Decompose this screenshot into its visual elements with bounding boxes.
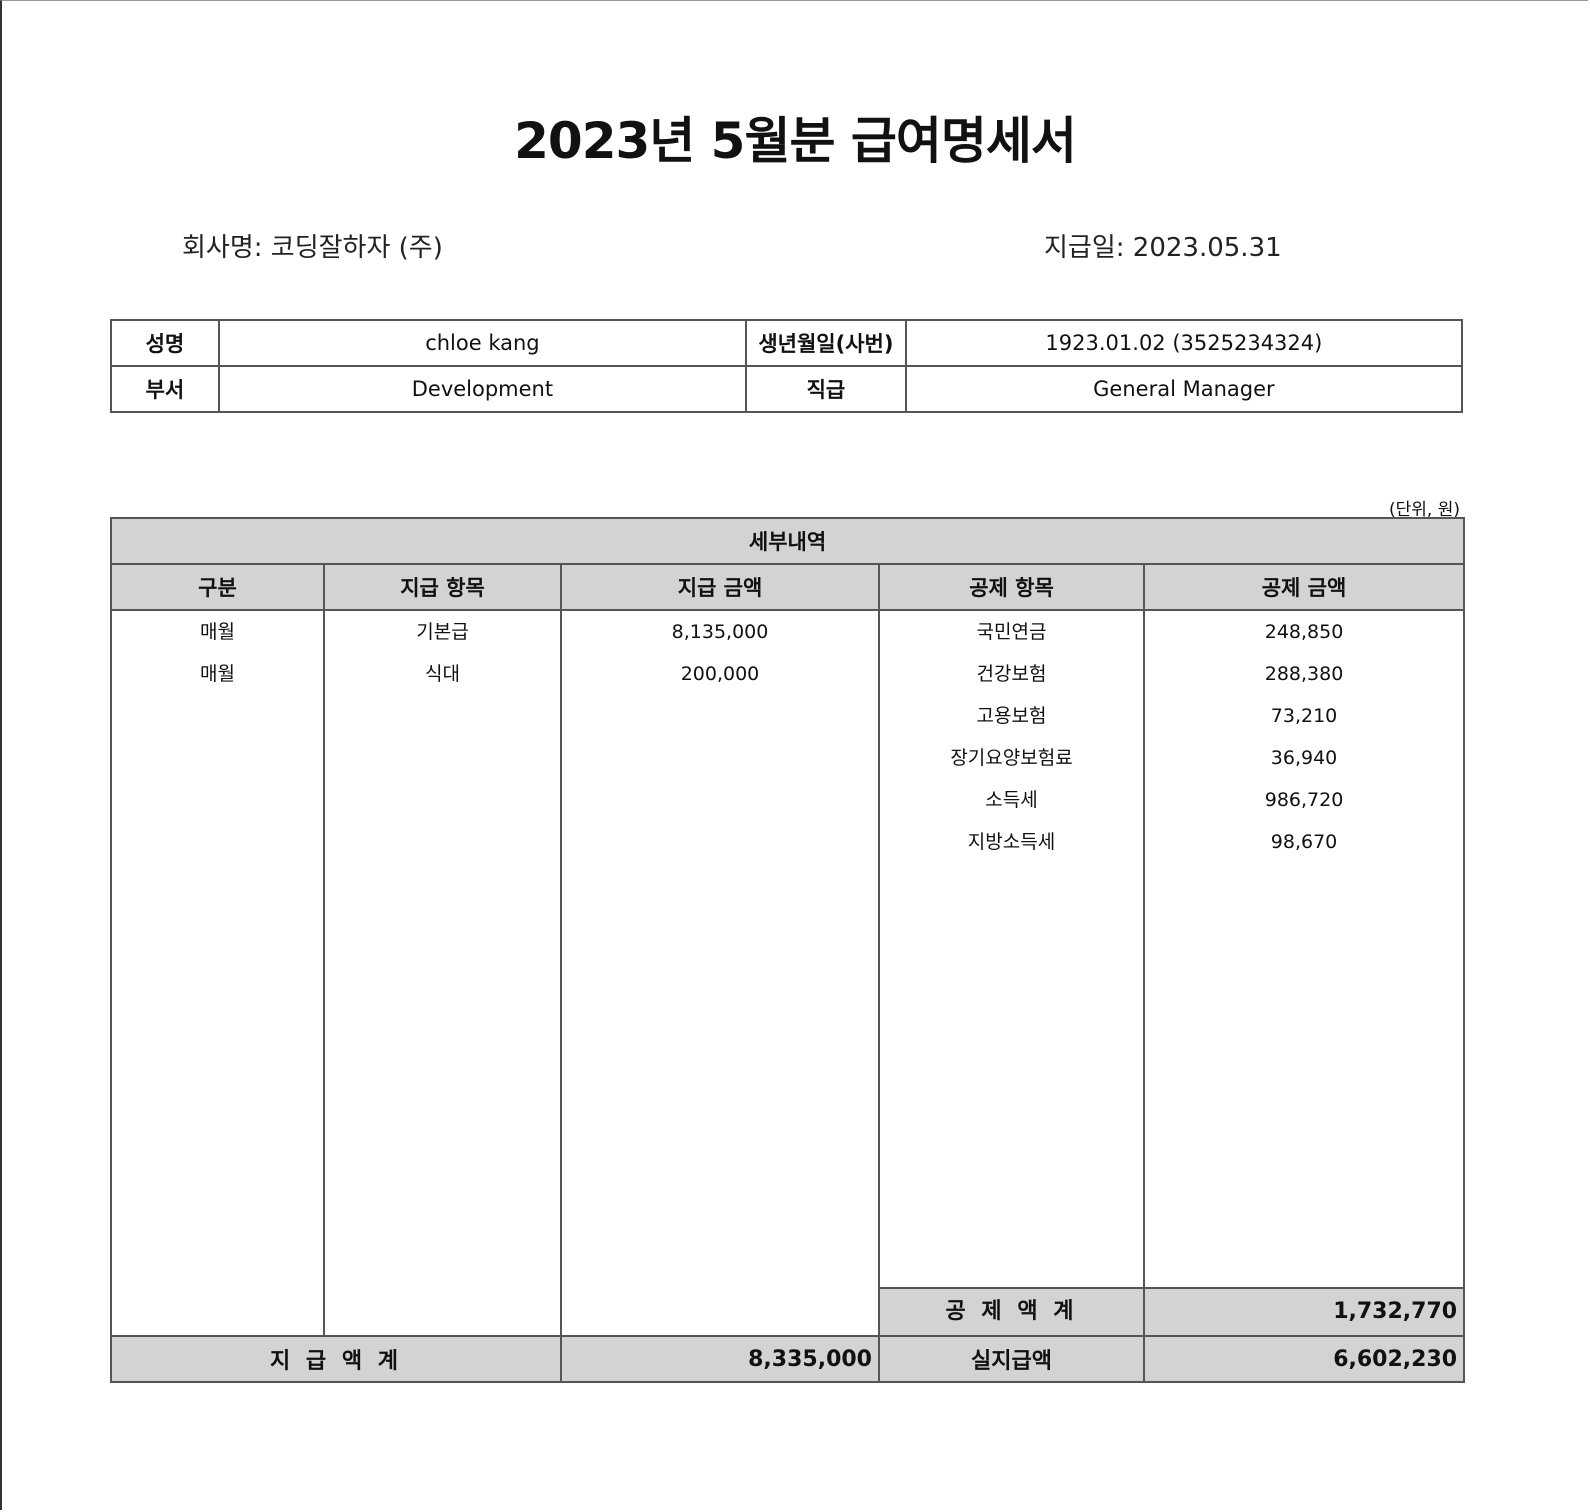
birth-label: 생년월일(사번) — [745, 319, 907, 367]
header-pay-amount: 지급 금액 — [560, 563, 880, 611]
employee-birth: 1923.01.02 (3525234324) — [904, 319, 1464, 367]
deduction-item: 장기요양보험료 — [950, 747, 1073, 769]
employee-info-table: 성명 chloe kang 생년월일(사번) 1923.01.02 (35252… — [110, 319, 1464, 413]
deduction-item: 지방소득세 — [967, 831, 1056, 853]
pay-amount-column: 8,135,000 200,000 — [560, 610, 880, 1336]
payment-type: 매월 — [200, 621, 235, 643]
payment-item: 기본급 — [416, 621, 469, 643]
total-row: 지 급 액 계 8,335,000 실지급액 6,602,230 — [110, 1335, 1466, 1383]
deduction-amount: 73,210 — [1270, 705, 1338, 727]
payment-total-label: 지 급 액 계 — [110, 1335, 562, 1383]
pay-date: 지급일: 2023.05.31 — [1044, 233, 1282, 263]
deduction-amount: 36,940 — [1270, 747, 1338, 769]
header-pay-item: 지급 항목 — [323, 563, 562, 611]
unit-note: (단위, 원) — [1389, 500, 1460, 520]
detail-body-row: 매월 매월 기본급 식대 8,135,000 200,000 국민연금 건강보험… — [110, 610, 1466, 1336]
deduction-amount: 248,850 — [1264, 621, 1344, 643]
header-type: 구분 — [110, 563, 325, 611]
deduction-item: 고용보험 — [976, 705, 1047, 727]
employee-rank: General Manager — [904, 365, 1464, 413]
page-title: 2023년 5월분 급여명세서 — [514, 112, 1077, 170]
deduction-total: 1,732,770 — [1145, 1287, 1464, 1335]
type-column: 매월 매월 — [110, 610, 325, 1336]
payment-total: 8,335,000 — [560, 1335, 880, 1383]
payment-type: 매월 — [200, 663, 235, 685]
detail-table: 세부내역 구분 지급 항목 지급 금액 공제 항목 공제 금액 매월 매월 기본… — [109, 517, 1466, 1383]
company-name: 회사명: 코딩잘하자 (주) — [182, 233, 443, 263]
detail-heading: 세부내역 — [109, 517, 1466, 565]
dept-label: 부서 — [110, 365, 220, 413]
employee-dept: Development — [217, 365, 748, 413]
deduction-item: 소득세 — [985, 789, 1038, 811]
deduction-amount: 98,670 — [1270, 831, 1338, 853]
net-pay: 6,602,230 — [1142, 1335, 1466, 1383]
header-deduction-item: 공제 항목 — [878, 563, 1145, 611]
deduction-item: 국민연금 — [976, 621, 1047, 643]
net-pay-label: 실지급액 — [878, 1335, 1145, 1383]
payment-amount: 8,135,000 — [671, 621, 769, 643]
payment-amount: 200,000 — [680, 663, 760, 685]
deduction-amount: 288,380 — [1264, 663, 1344, 685]
deduction-total-label: 공 제 액 계 — [880, 1287, 1143, 1335]
deduction-item-column: 국민연금 건강보험 고용보험 장기요양보험료 소득세 지방소득세 공 제 액 계 — [878, 610, 1145, 1336]
header-deduction-amount: 공제 금액 — [1142, 563, 1466, 611]
rank-label: 직급 — [745, 365, 907, 413]
deduction-amount: 986,720 — [1264, 789, 1344, 811]
employee-name: chloe kang — [217, 319, 748, 367]
pay-item-column: 기본급 식대 — [323, 610, 562, 1336]
payment-item: 식대 — [425, 663, 460, 685]
deduction-amount-column: 248,850 288,380 73,210 36,940 986,720 98… — [1142, 610, 1466, 1336]
deduction-item: 건강보험 — [976, 663, 1047, 685]
name-label: 성명 — [110, 319, 220, 367]
